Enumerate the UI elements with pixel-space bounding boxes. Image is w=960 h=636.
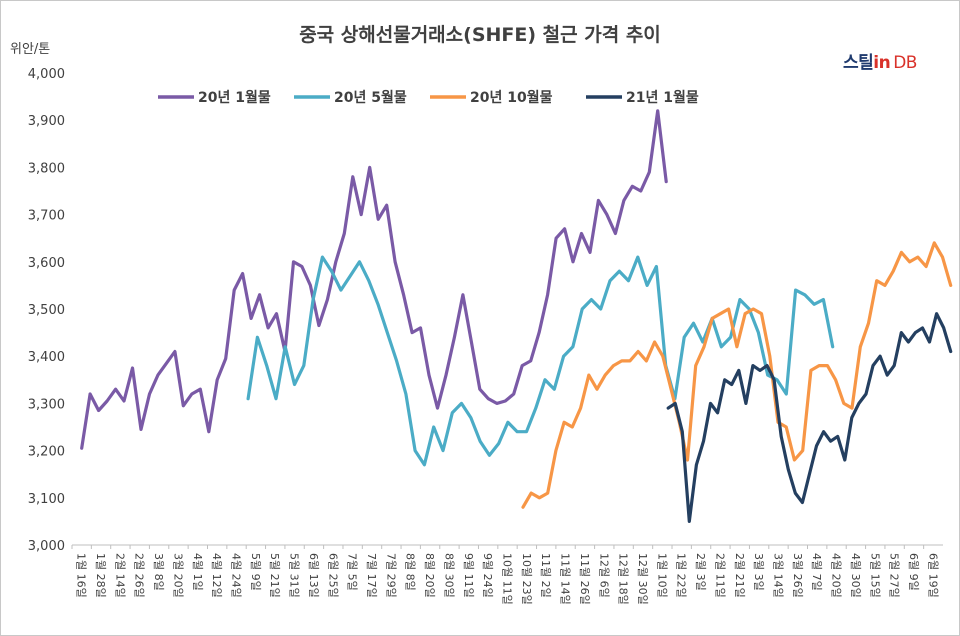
y-tick-label: 3,700 [28,209,65,224]
x-tick-label: 6월 25일 [326,553,340,598]
x-tick-label: 10월 23일 [520,553,534,605]
y-tick-label: 3,900 [28,114,65,129]
x-tick-label: 5월 15일 [868,553,882,598]
x-tick-label: 4월 7일 [810,553,824,591]
x-tick-label: 3월 3일 [752,553,766,591]
x-tick-label: 8월 8일 [404,553,418,591]
chart-title: 중국 상해선물거래소(SHFE) 철근 가격 추이 [299,24,661,46]
series-line [521,241,953,509]
x-tick-label: 11월 14일 [559,553,573,605]
x-tick-label: 5월 21일 [268,553,282,598]
x-tick-label: 11월 2일 [539,553,553,598]
legend-label: 20년 10월물 [470,89,553,106]
x-tick-label: 5월 9일 [249,553,263,591]
series-line [246,255,835,467]
series-line [666,312,953,523]
x-tick-label: 3월 14일 [771,553,785,598]
x-tick-label: 5월 31일 [288,553,302,598]
y-tick-label: 4,000 [28,67,65,82]
y-tick-label: 3,400 [28,350,65,365]
x-tick-label: 3월 8일 [152,553,166,591]
series-line [80,109,668,450]
x-tick-label: 1월 28일 [94,553,108,598]
y-tick-label: 3,500 [28,303,65,318]
legend-label: 20년 5월물 [334,89,407,106]
x-tick-label: 6월 13일 [307,553,321,598]
x-tick-label: 6월 9일 [907,553,921,591]
x-tick-label: 8월 20일 [423,553,437,598]
x-tick-label: 8월 30일 [442,553,456,598]
y-tick-label: 3,300 [28,397,65,412]
x-tick-label: 12월 6일 [597,553,611,598]
x-tick-label: 2월 11일 [713,553,727,598]
logo-text-in: in [873,53,891,73]
x-tick-label: 2월 21일 [733,553,747,598]
x-tick-label: 4월 20일 [830,553,844,598]
x-tick-label: 4월 12일 [210,553,224,598]
x-tick-label: 9월 11일 [462,553,476,598]
x-tick-label: 12월 30일 [636,553,650,605]
x-tick-label: 1월 10일 [655,553,669,598]
x-tick-label: 1월 22일 [675,553,689,598]
x-tick-label: 7월 29일 [384,553,398,598]
x-tick-label: 4월 24일 [230,553,244,598]
y-tick-label: 3,200 [28,445,65,460]
y-tick-label: 3,000 [28,539,65,554]
logo-text-db: DB [893,53,917,73]
y-tick-label: 3,600 [28,256,65,271]
x-tick-label: 2월 3일 [694,553,708,591]
y-tick-label: 3,800 [28,161,65,176]
y-tick-label: 3,100 [28,492,65,507]
x-tick-label: 10월 11일 [501,553,515,605]
x-tick-label: 11월 26일 [578,553,592,605]
logo-text-steel: 스틸 [843,53,874,73]
x-tick-label: 1월 16일 [75,553,89,598]
x-tick-label: 3월 26일 [791,553,805,598]
x-tick-label: 4월 1일 [191,553,205,591]
x-tick-label: 4월 30일 [849,553,863,598]
x-tick-label: 5월 27일 [888,553,902,598]
y-axis-unit-label: 위안/톤 [10,42,51,57]
x-tick-label: 6월 19일 [926,553,940,598]
steelindb-logo: 스틸in DB [843,48,917,73]
x-tick-label: 2월 14일 [113,553,127,598]
x-tick-label: 3월 20일 [171,553,185,598]
x-tick-label: 12월 18일 [617,553,631,605]
x-tick-label: 7월 17일 [365,553,379,598]
x-tick-label: 2월 26일 [133,553,147,598]
legend-label: 21년 1월물 [626,89,699,106]
x-tick-label: 9월 24일 [481,553,495,598]
legend-label: 20년 1월물 [198,89,271,106]
x-tick-label: 7월 5일 [346,553,360,591]
